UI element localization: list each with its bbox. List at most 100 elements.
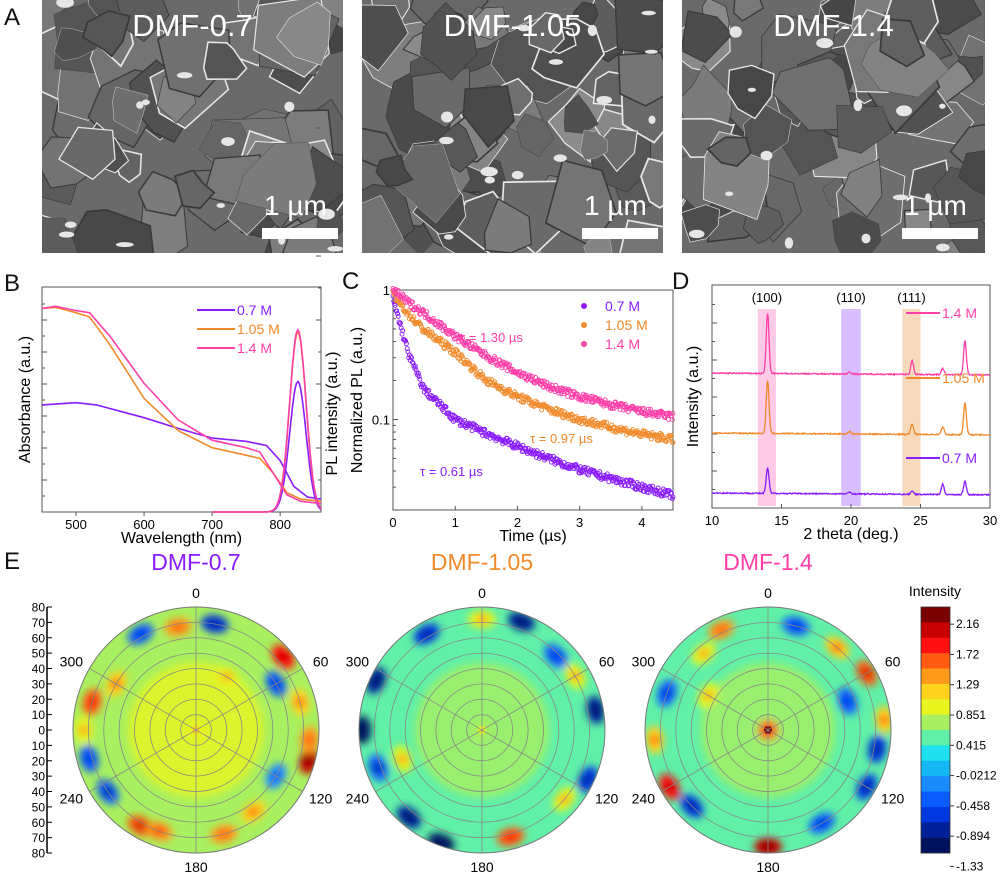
tilt-tick-label: 30 [32, 677, 46, 691]
data-point [399, 302, 405, 308]
grain [137, 170, 190, 217]
sem-title: DMF-0.7 [132, 8, 253, 43]
data-point [459, 335, 465, 341]
colorbar-tick-label: 2.16 [956, 617, 980, 631]
data-point [430, 316, 436, 322]
data-point [507, 390, 513, 396]
bright-particle [64, 221, 77, 228]
absorbance-line-1.4M [41, 305, 322, 505]
x-axis-label: Time (µs) [499, 528, 566, 545]
colorbar-band [921, 822, 950, 838]
x-tick-label: 25 [913, 513, 927, 528]
grain [235, 142, 317, 219]
grain [112, 86, 149, 134]
data-point [437, 336, 443, 342]
panel-label-c: C [342, 268, 360, 295]
hotspot-core [302, 756, 315, 765]
bright-particle [484, 176, 495, 184]
hotspot-core [402, 813, 415, 822]
x-tick-label: 0 [389, 515, 396, 530]
azimuth-label: 60 [885, 654, 901, 670]
pole-outline [72, 606, 320, 854]
data-point [420, 307, 426, 313]
colorbar-tick-label: -0.458 [956, 799, 990, 813]
data-point [644, 412, 650, 418]
data-point [411, 314, 417, 320]
bright-particle [936, 243, 950, 252]
bright-particle [141, 99, 150, 106]
colorbar-band [921, 837, 950, 854]
bright-particle [216, 203, 225, 208]
colorbar-band [921, 683, 950, 700]
hotspot-core [371, 763, 384, 772]
bright-particle [729, 26, 742, 38]
data-point [392, 302, 398, 308]
pole-figure-title-1.05: DMF-1.05 [430, 549, 534, 575]
data-point [467, 361, 473, 367]
scatter-series-1.4M [390, 286, 676, 423]
bright-particle [648, 115, 656, 124]
sem-title: DMF-1.4 [773, 8, 894, 43]
data-point [462, 418, 468, 424]
data-point [508, 440, 514, 446]
data-point [663, 492, 669, 498]
tilt-tick-label: 60 [32, 816, 46, 830]
bright-particle [548, 59, 563, 65]
data-point [409, 355, 415, 361]
colorbar-band [921, 714, 950, 731]
tau-annotation: τ = 0.61 µs [420, 464, 483, 479]
colorbar-band [921, 607, 950, 623]
bright-particle [688, 229, 705, 239]
azimuth-label: 300 [346, 654, 370, 670]
data-point [553, 406, 559, 412]
data-point [617, 477, 623, 482]
bright-particle [939, 103, 946, 109]
x-tick-label: 4 [638, 515, 645, 530]
bright-particle [439, 136, 454, 145]
data-point [418, 321, 424, 327]
panel-label-b: B [4, 270, 21, 297]
bright-particle [747, 87, 757, 92]
grain [832, 211, 882, 253]
bright-particle [896, 105, 912, 117]
data-point [547, 382, 553, 388]
hotspot-core [549, 652, 562, 661]
legend-label: 0.7 M [942, 450, 977, 466]
scale-bar [262, 228, 338, 239]
data-point [621, 407, 627, 413]
data-point [569, 412, 575, 418]
tilt-tick-label: 80 [32, 847, 46, 861]
data-point [472, 365, 478, 371]
bright-particle [924, 193, 932, 203]
x-axis-label: 2 theta (deg.) [803, 526, 898, 543]
azimuth-label: 240 [60, 791, 84, 807]
legend-label: 0.7 M [237, 302, 272, 318]
azimuth-label: 300 [60, 654, 84, 670]
hotspot-core [134, 821, 147, 830]
legend-marker [581, 341, 587, 347]
y-axis-label: Normalized PL (a.u.) [349, 327, 366, 473]
azimuth-spoke [89, 668, 303, 792]
grain [202, 41, 248, 80]
colorbar-tick-label: -0.894 [956, 829, 990, 843]
y-tick-label: 0.1 [372, 412, 390, 427]
grain [473, 6, 506, 41]
grain [411, 67, 471, 129]
colorbar-band [921, 806, 950, 823]
xrd-line-1.4M [712, 313, 991, 377]
bright-particle [553, 154, 567, 162]
pole-outline [358, 606, 606, 854]
legend-label: 0.7 M [605, 298, 640, 314]
azimuth-label: 180 [470, 859, 494, 874]
bright-particle [136, 101, 144, 109]
bright-particle [58, 231, 75, 238]
bright-particle [517, 24, 531, 32]
absorbance-line-1.05M [41, 306, 322, 503]
data-point [641, 406, 647, 411]
colorbar-tick-label: -1.33 [956, 859, 984, 873]
bright-particle [596, 96, 613, 104]
data-point [548, 453, 553, 459]
bright-particle [480, 166, 498, 177]
hotspot-core [77, 726, 90, 734]
